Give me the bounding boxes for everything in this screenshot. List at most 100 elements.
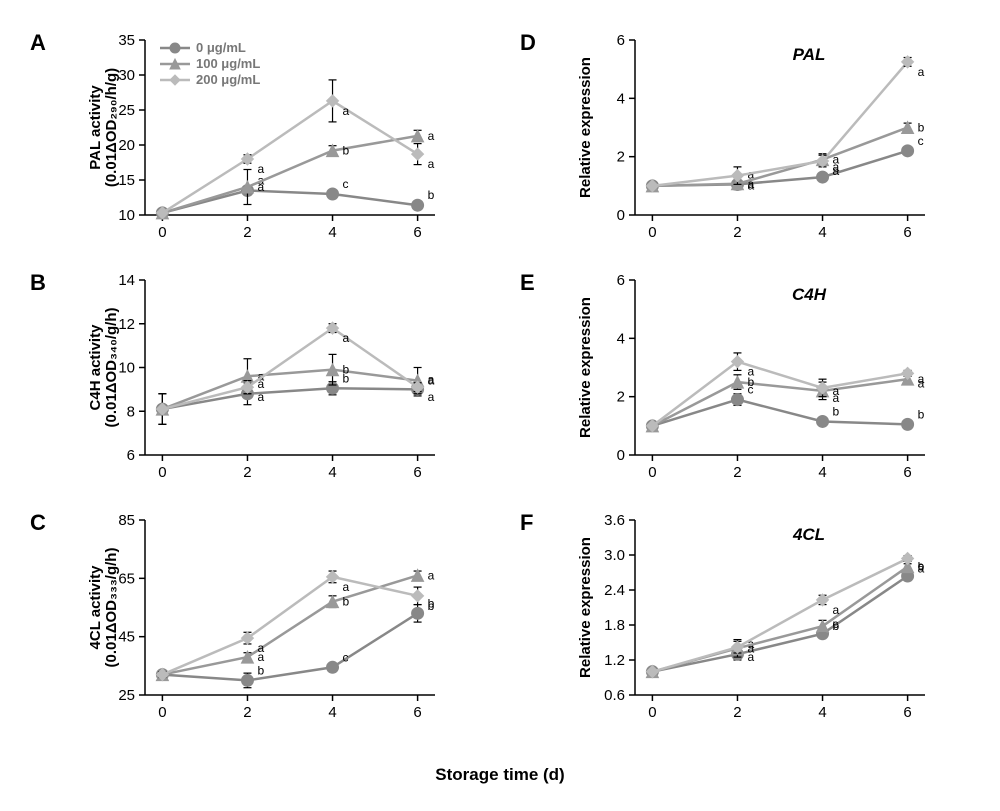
svg-text:2: 2 [243,704,251,721]
svg-text:4: 4 [818,464,826,481]
svg-text:2: 2 [617,149,625,166]
svg-text:8: 8 [127,403,135,420]
svg-text:10: 10 [118,360,135,377]
svg-text:b: b [833,619,840,633]
panel-label-c: C [30,510,46,536]
svg-text:0: 0 [617,447,625,464]
svg-text:Relative expression: Relative expression [577,57,594,198]
svg-text:15: 15 [118,172,135,189]
svg-text:b: b [343,363,350,377]
svg-text:a: a [833,164,840,178]
svg-text:2: 2 [617,389,625,406]
svg-text:200 μg/mL: 200 μg/mL [196,72,260,87]
chart-c: 25 45 65 85 0 2 4 6 4CL activity(0.01ΔOD₃₃₃/g/h)… [90,510,460,730]
svg-text:2: 2 [243,224,251,241]
svg-text:6: 6 [903,224,911,241]
panel-label-d: D [520,30,536,56]
svg-text:4: 4 [617,330,625,347]
svg-text:2: 2 [243,464,251,481]
svg-text:6: 6 [413,224,421,241]
svg-text:a: a [833,391,840,405]
svg-text:20: 20 [118,137,135,154]
svg-text:6: 6 [413,704,421,721]
svg-text:b: b [918,121,925,135]
svg-text:100 μg/mL: 100 μg/mL [196,56,260,71]
panel-label-f: F [520,510,533,536]
svg-text:a: a [428,568,435,582]
svg-text:25: 25 [118,102,135,119]
svg-text:Relative expression: Relative expression [577,297,594,438]
svg-text:25: 25 [118,687,135,704]
svg-text:3.0: 3.0 [604,547,625,564]
svg-text:PAL: PAL [793,45,826,64]
svg-text:6: 6 [127,447,135,464]
svg-text:12: 12 [118,316,135,333]
svg-text:b: b [428,599,435,613]
svg-text:45: 45 [118,629,135,646]
svg-text:30: 30 [118,67,135,84]
chart-d: 02460246Relative expressionPALaacaabaaa [580,30,950,250]
svg-text:b: b [833,404,840,418]
x-axis-title: Storage time (d) [10,765,990,785]
svg-text:4: 4 [617,90,625,107]
svg-text:a: a [257,180,264,194]
svg-text:0: 0 [617,207,625,224]
svg-text:0: 0 [158,704,166,721]
svg-text:a: a [343,580,350,594]
svg-text:C4H activity(0.01ΔOD₃₄₀/g/h): C4H activity(0.01ΔOD₃₄₀/g/h) [87,308,120,428]
svg-text:4: 4 [818,704,826,721]
chart-a: 10 15 20 25 30 35 0 2 4 6 PAL activity(0.01ΔOD₂₉₀/… [90,30,460,250]
chart-e: 02460246Relative expressionC4Hcbbbaaaaa [580,270,950,490]
svg-text:a: a [428,129,435,143]
svg-text:a: a [428,390,435,404]
panel-label-b: B [30,270,46,296]
svg-text:a: a [257,162,264,176]
svg-text:1.8: 1.8 [604,617,625,634]
svg-text:0: 0 [648,224,656,241]
chart-b: 681012140246C4H activity(0.01ΔOD₃₄₀/g/h)… [90,270,460,490]
svg-text:b: b [257,663,264,677]
svg-text:a: a [747,650,754,664]
svg-text:a: a [343,104,350,118]
svg-text:b: b [428,188,435,202]
svg-text:a: a [257,641,264,655]
svg-text:6: 6 [903,704,911,721]
svg-text:2: 2 [733,224,741,241]
svg-text:Relative expression: Relative expression [577,537,594,678]
svg-text:b: b [343,595,350,609]
svg-text:0.6: 0.6 [604,687,625,704]
svg-text:4: 4 [818,224,826,241]
svg-text:a: a [747,179,754,193]
svg-text:6: 6 [617,32,625,49]
svg-text:a: a [747,365,754,379]
svg-text:6: 6 [617,272,625,289]
svg-text:b: b [918,407,925,421]
svg-text:0: 0 [158,464,166,481]
svg-text:a: a [918,65,925,79]
svg-text:2: 2 [733,704,741,721]
svg-text:4: 4 [328,704,336,721]
svg-text:65: 65 [118,570,135,587]
panel-label-a: A [30,30,46,56]
svg-text:0: 0 [158,224,166,241]
svg-text:a: a [833,603,840,617]
svg-text:35: 35 [118,32,135,49]
svg-text:a: a [428,157,435,171]
svg-text:14: 14 [118,272,135,289]
svg-text:0: 0 [648,464,656,481]
svg-text:6: 6 [903,464,911,481]
svg-text:4: 4 [328,224,336,241]
svg-text:0 μg/mL: 0 μg/mL [196,40,246,55]
svg-text:10: 10 [118,207,135,224]
svg-text:PAL activity(0.01ΔOD₂₉₀/h/g): PAL activity(0.01ΔOD₂₉₀/h/g) [87,68,120,187]
svg-text:a: a [428,374,435,388]
svg-text:c: c [343,650,349,664]
svg-text:a: a [343,331,350,345]
svg-text:3.6: 3.6 [604,512,625,529]
svg-text:a: a [918,562,925,576]
svg-text:85: 85 [118,512,135,529]
svg-text:C4H: C4H [792,285,827,304]
svg-text:1.2: 1.2 [604,652,625,669]
svg-text:4CL activity(0.01ΔOD₃₃₃/g/h): 4CL activity(0.01ΔOD₃₃₃/g/h) [87,548,120,668]
svg-text:2: 2 [733,464,741,481]
